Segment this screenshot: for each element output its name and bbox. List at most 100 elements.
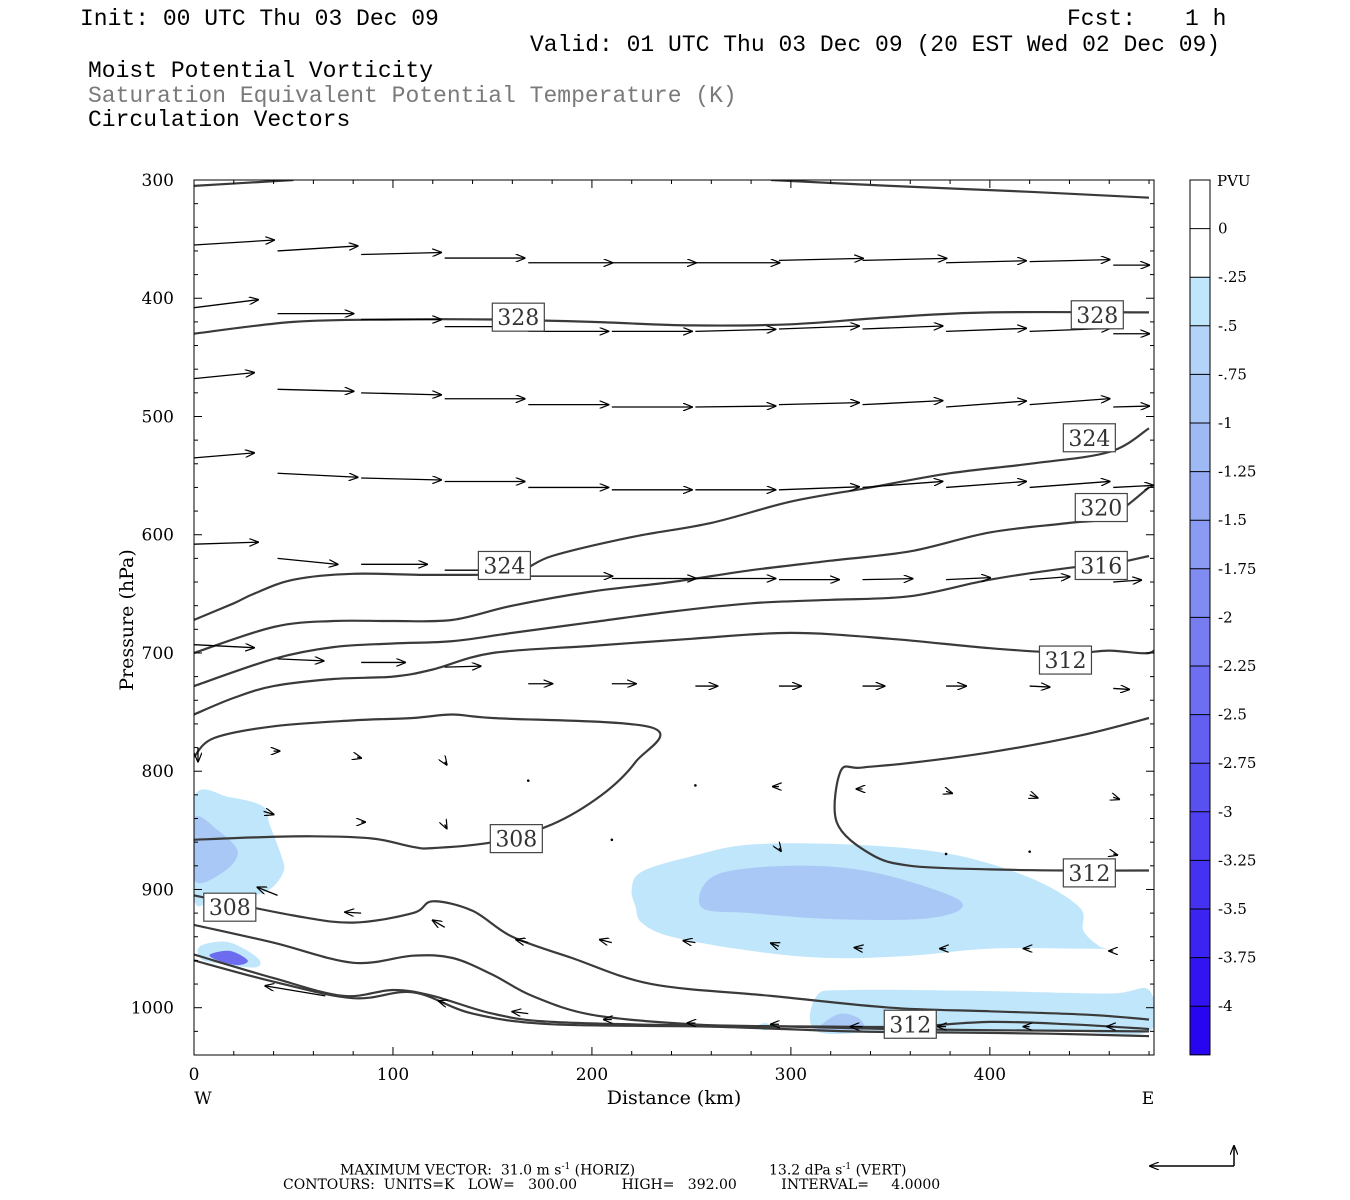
y-tick-label: 300 [142, 171, 174, 191]
contour-label-box [203, 892, 257, 922]
contour-label: 308 [495, 828, 537, 853]
circulation-vector [277, 472, 358, 477]
colorbar-label: -3.25 [1218, 851, 1256, 869]
circulation-vector [194, 373, 254, 380]
pv-shading [194, 789, 1154, 1035]
circulation-vector [694, 784, 697, 787]
colorbar-swatch [1190, 423, 1210, 473]
circulation-vector [1029, 577, 1070, 580]
y-tick-label: 800 [142, 762, 174, 782]
circulation-vector [1113, 854, 1117, 855]
colorbar-label: -3.75 [1218, 949, 1256, 967]
circulation-vector [265, 986, 326, 997]
colorbar-label: -1.25 [1218, 463, 1256, 481]
circulation-vector [778, 258, 863, 260]
x-axis-title: Distance (km) [607, 1087, 742, 1109]
pv-region [698, 865, 963, 920]
circulation-vector [1113, 688, 1129, 689]
circulation-vector [1028, 850, 1031, 853]
theta-es-contour-316 [194, 554, 1150, 688]
pv-region [194, 789, 285, 907]
contour-label-box [477, 550, 531, 581]
east-label: E [1142, 1089, 1154, 1109]
reference-vector-key [1150, 1146, 1234, 1166]
circulation-vector [683, 941, 696, 943]
contour-label: 324 [1068, 427, 1110, 452]
circulation-vector [1029, 399, 1110, 406]
theta-es-contour-308 [194, 713, 662, 850]
colorbar-label: -1.75 [1218, 560, 1256, 578]
x-tick-label: 400 [974, 1065, 1006, 1085]
circulation-vector [277, 557, 338, 564]
vert-max-value: 13.2 dPa s [769, 1162, 843, 1179]
circulation-vector [1113, 797, 1119, 799]
y-tick-label: 900 [142, 880, 174, 900]
colorbar-label: -2.5 [1218, 706, 1247, 724]
max-vector-line: MAXIMUM VECTOR: 31.0 m s-1 (HORIZ) [340, 1159, 635, 1179]
contour-label-box [1074, 492, 1128, 523]
circulation-vector [277, 659, 324, 661]
circulation-vector [512, 1012, 529, 1014]
circulation-vector [433, 920, 446, 927]
horiz-label: (HORIZ) [574, 1162, 636, 1179]
theta-es-contour-328 [194, 180, 294, 187]
circulation-vector [1029, 686, 1050, 687]
circulation-vector [946, 261, 1026, 263]
init-time: Init: 00 UTC Thu 03 Dec 09 [80, 6, 439, 32]
colorbar-swatch [1190, 325, 1210, 375]
circulation-vector [1113, 485, 1153, 487]
horiz-max-value: 31.0 m s [500, 1162, 562, 1179]
circulation-vector [345, 912, 362, 913]
colorbar-swatch [1190, 763, 1210, 813]
circulation-vector [361, 478, 441, 480]
circulation-vector [361, 252, 441, 254]
circulation-vector [779, 848, 781, 851]
y-tick-label: 700 [142, 644, 174, 664]
circulation-vector [516, 940, 529, 943]
circulation-vector [194, 453, 254, 459]
circulation-vector [946, 578, 990, 580]
plot-frame [193, 179, 1155, 1056]
x-tick-label: 100 [377, 1065, 409, 1085]
circulation-vector [778, 487, 859, 490]
circulation-vector [277, 389, 354, 391]
colorbar-swatch [1190, 471, 1210, 521]
y-tick-label: 500 [142, 407, 174, 427]
circulation-vector [194, 645, 254, 648]
field-title-mpv: Moist Potential Vorticity [88, 58, 434, 84]
circulation-vector [1113, 406, 1149, 407]
forecast-hour: 1 h [1185, 6, 1227, 32]
theta-es-contour-308 [194, 894, 1150, 1021]
colorbar-swatch [1190, 568, 1210, 618]
contour-labels: 328 328 324 320 324 316 312 308 312 308 312 [203, 300, 1128, 1039]
field-title-vectors: Circulation Vectors [88, 107, 351, 133]
circulation-vector [946, 401, 1026, 408]
circulation-vector [610, 838, 614, 842]
circulation-vector [445, 762, 447, 765]
circulation-vector [946, 791, 952, 793]
colorbar-swatch [1190, 957, 1210, 1007]
contour-label-box [1062, 423, 1116, 453]
x-tick-label: 200 [576, 1065, 608, 1085]
colorbar-swatch [1190, 811, 1210, 861]
contour-label: 324 [483, 554, 525, 579]
colorbar-label: -2.25 [1218, 657, 1256, 675]
colorbar-swatch [1190, 520, 1210, 570]
theta-es-contour-328 [770, 180, 1150, 199]
colorbar-swatch [1190, 374, 1210, 424]
theta-es-contour-312 [194, 631, 1154, 716]
circulation-vector [439, 1001, 445, 1003]
colorbar-label: -2 [1218, 608, 1233, 626]
circulation-vector [778, 326, 859, 329]
contour-label-box [1070, 300, 1124, 330]
colorbar-label: -1.5 [1218, 511, 1247, 529]
circulation-vector [263, 811, 274, 814]
colorbar-label: -4 [1218, 997, 1233, 1015]
contour-label: 328 [497, 306, 539, 331]
colorbar-swatch [1190, 666, 1210, 716]
colorbar-swatch [1190, 714, 1210, 764]
contour-label: 316 [1080, 554, 1122, 579]
contour-label: 312 [1044, 649, 1086, 674]
circulation-vector [862, 258, 947, 260]
